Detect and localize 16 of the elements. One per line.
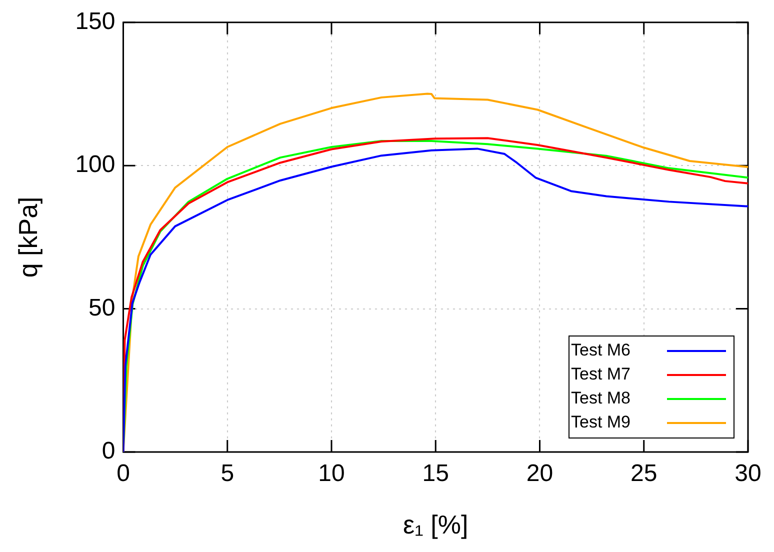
y-tick-label: 50 [88,294,116,322]
legend-label: Test M6 [571,340,631,360]
legend-label: Test M8 [571,388,631,408]
x-tick-label: 20 [526,460,554,488]
x-tick-label: 10 [318,460,345,488]
y-tick-label: 150 [75,8,116,36]
x-tick-label: 5 [220,460,234,488]
x-tick-label: 30 [734,460,762,488]
legend-label: Test M9 [571,412,631,432]
x-tick-label: 25 [630,460,658,488]
y-tick-label: 0 [102,438,116,465]
y-axis-title: q [kPa] [12,196,43,278]
x-tick-label: 15 [422,460,449,488]
y-tick-label: 100 [75,151,116,178]
x-axis-title: ε₁ [%] [403,510,468,540]
legend-label: Test M7 [571,364,631,384]
